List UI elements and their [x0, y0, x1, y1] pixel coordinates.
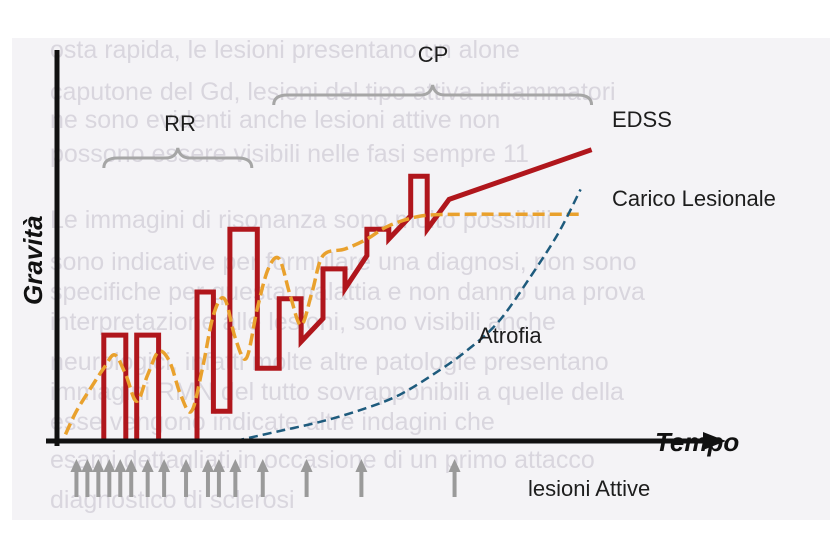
x-axis-arrowhead	[703, 432, 726, 450]
active-lesion-arrow	[114, 459, 127, 497]
background-text-line: ne sono evidenti anche lesioni attive no…	[50, 106, 500, 134]
phase-brace-rr	[102, 147, 254, 169]
background-text-line: possono essere visibili nelle fasi sempr…	[50, 140, 529, 168]
background-text-line: caputone del Gd, lesioni del tipo attiva…	[50, 78, 616, 106]
active-lesion-arrow	[158, 459, 171, 497]
active-lesion-arrow	[125, 459, 138, 497]
legend-label-edss: EDSS	[612, 107, 672, 132]
y-axis-label: Gravità	[18, 215, 48, 305]
active-lesion-arrow	[141, 459, 154, 497]
background-text-line: diagnostico di sclerosi	[50, 486, 295, 514]
series-layer	[63, 147, 593, 444]
active-lesion-arrow	[103, 459, 116, 497]
active-lesion-arrow	[70, 459, 83, 497]
active-lesion-arrow	[229, 459, 242, 497]
active-lesion-arrow	[81, 459, 94, 497]
legend-label-carico-lesionale: Carico Lesionale	[612, 186, 776, 211]
phase-braces	[102, 84, 594, 169]
axes	[46, 50, 726, 450]
active-lesion-markers	[70, 459, 461, 497]
background-text-line: immagini RMN del tutto sovrapponibili a …	[50, 378, 624, 406]
phase-label-cp: CP	[418, 42, 449, 67]
active-lesion-arrow	[92, 459, 105, 497]
background-text-line: Le immagini di risonanza sono molto poss…	[50, 206, 552, 234]
active-lesion-arrow	[180, 459, 193, 497]
background-text-line: neurologici, infatti molte altre patolog…	[50, 348, 609, 376]
background-text: osta rapida, le lesioni presentano un al…	[50, 36, 645, 514]
annotation-lesioni-attive: lesioni Attive	[528, 476, 650, 501]
active-lesion-arrow	[300, 459, 313, 497]
x-axis-label: Tempo	[655, 427, 739, 457]
phase-label-rr: RR	[164, 111, 196, 136]
phase-brace-cp	[272, 84, 594, 106]
active-lesion-arrow	[448, 459, 461, 497]
background-text-line: esse vengono indicate altre indagini che	[50, 408, 495, 436]
legend-label-atrofia: Atrofia	[478, 323, 542, 348]
background-text-line: osta rapida, le lesioni presentano un al…	[50, 36, 520, 64]
series-line-atrofia	[235, 188, 582, 443]
series-line-edss	[101, 147, 593, 444]
active-lesion-arrow	[355, 459, 368, 497]
active-lesion-arrow	[256, 459, 269, 497]
background-text-line: esami dettagliati in occasione di un pri…	[50, 446, 595, 474]
active-lesion-arrow	[201, 459, 214, 497]
active-lesion-arrow	[212, 459, 225, 497]
